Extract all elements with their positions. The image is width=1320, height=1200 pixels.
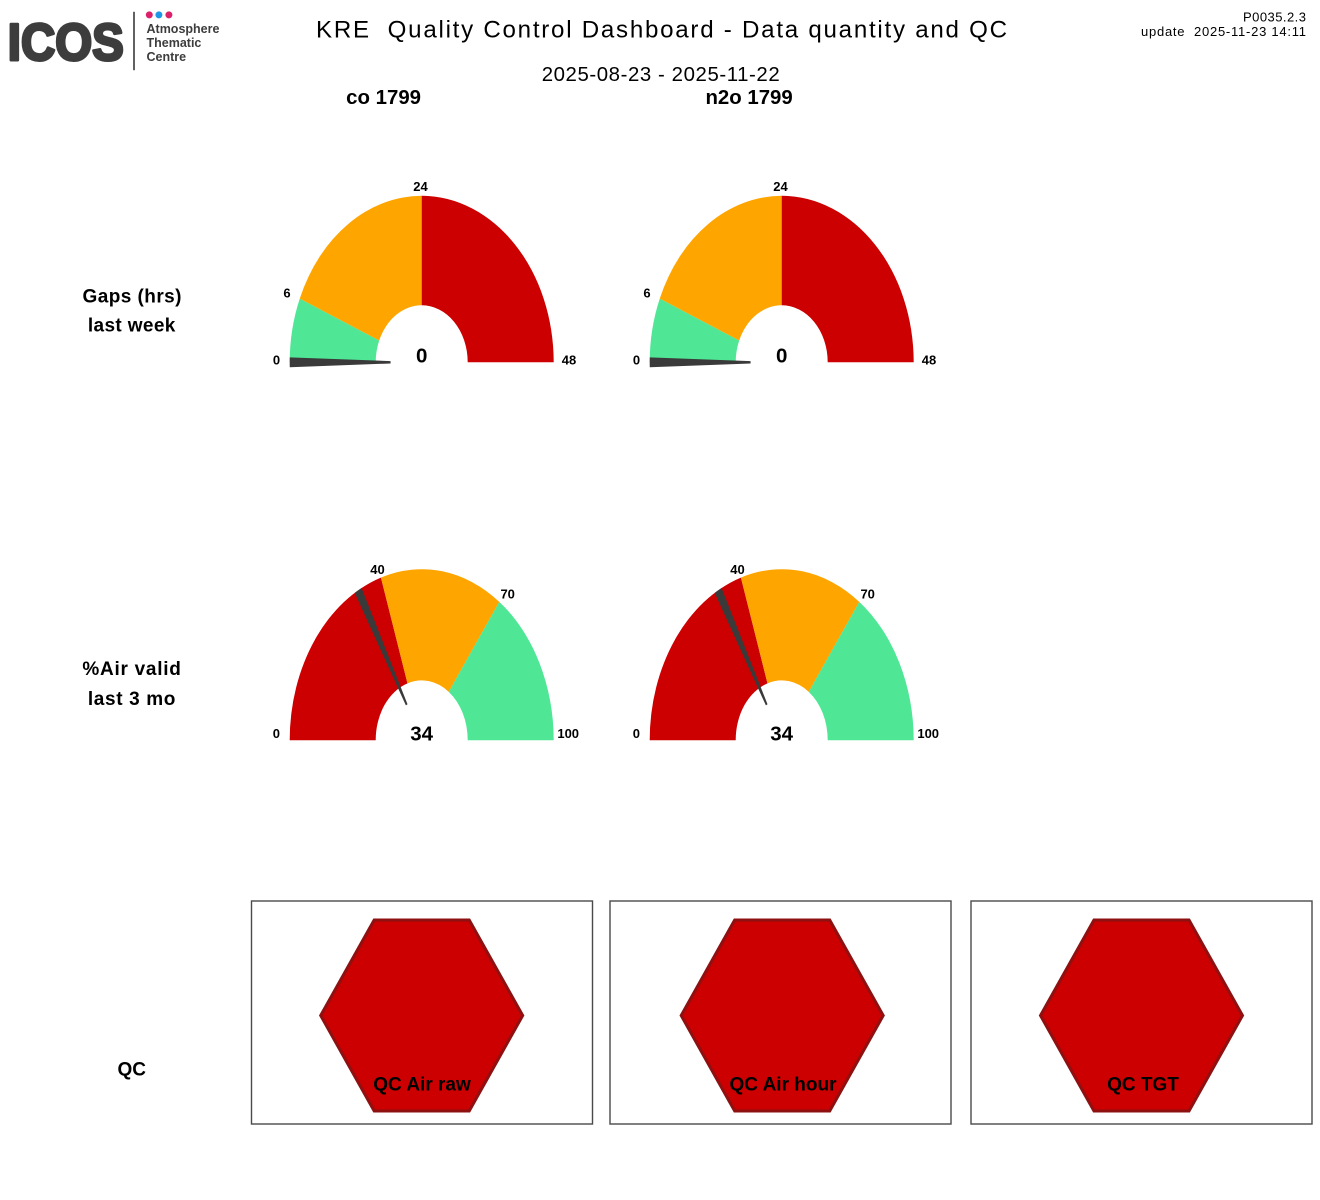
- svg-text:update 2025-11-23 14:11: update 2025-11-23 14:11: [1141, 24, 1306, 39]
- svg-text:Centre: Centre: [147, 50, 187, 64]
- svg-text:0: 0: [633, 353, 640, 368]
- svg-text:40: 40: [730, 562, 744, 577]
- svg-text:0: 0: [776, 344, 787, 367]
- svg-text:48: 48: [562, 353, 576, 368]
- svg-text:0: 0: [273, 726, 280, 741]
- svg-text:24: 24: [773, 179, 788, 194]
- svg-text:34: 34: [770, 722, 793, 745]
- svg-text:70: 70: [860, 587, 874, 602]
- svg-text:n2o 1799: n2o 1799: [705, 87, 792, 109]
- svg-text:6: 6: [643, 286, 650, 301]
- svg-text:0: 0: [416, 344, 427, 367]
- svg-text:ICOS: ICOS: [8, 14, 124, 72]
- svg-text:KRE Quality Control Dashboard: KRE Quality Control Dashboard - Data qua…: [316, 16, 1007, 43]
- svg-text:6: 6: [283, 286, 290, 301]
- svg-text:100: 100: [917, 726, 939, 741]
- svg-text:70: 70: [500, 587, 514, 602]
- svg-text:40: 40: [370, 562, 384, 577]
- svg-text:Thematic: Thematic: [147, 36, 202, 50]
- svg-text:QC Air hour: QC Air hour: [730, 1075, 838, 1096]
- svg-text:Gaps (hrs): Gaps (hrs): [83, 286, 182, 307]
- svg-text:Atmosphere: Atmosphere: [147, 22, 220, 36]
- svg-text:last week: last week: [88, 316, 176, 337]
- svg-text:48: 48: [922, 353, 936, 368]
- svg-text:last 3 mo: last 3 mo: [88, 689, 176, 710]
- svg-text:%Air valid: %Air valid: [82, 659, 181, 680]
- svg-text:QC Air raw: QC Air raw: [373, 1075, 471, 1096]
- svg-text:34: 34: [410, 722, 433, 745]
- svg-text:100: 100: [557, 726, 579, 741]
- svg-text:co 1799: co 1799: [346, 87, 421, 109]
- svg-text:0: 0: [273, 353, 280, 368]
- svg-text:2025-08-23 - 2025-11-22: 2025-08-23 - 2025-11-22: [542, 64, 780, 86]
- svg-text:24: 24: [413, 179, 428, 194]
- svg-text:0: 0: [633, 726, 640, 741]
- svg-text:QC TGT: QC TGT: [1107, 1075, 1179, 1096]
- svg-text:QC: QC: [117, 1060, 146, 1081]
- svg-text:P0035.2.3: P0035.2.3: [1243, 10, 1306, 25]
